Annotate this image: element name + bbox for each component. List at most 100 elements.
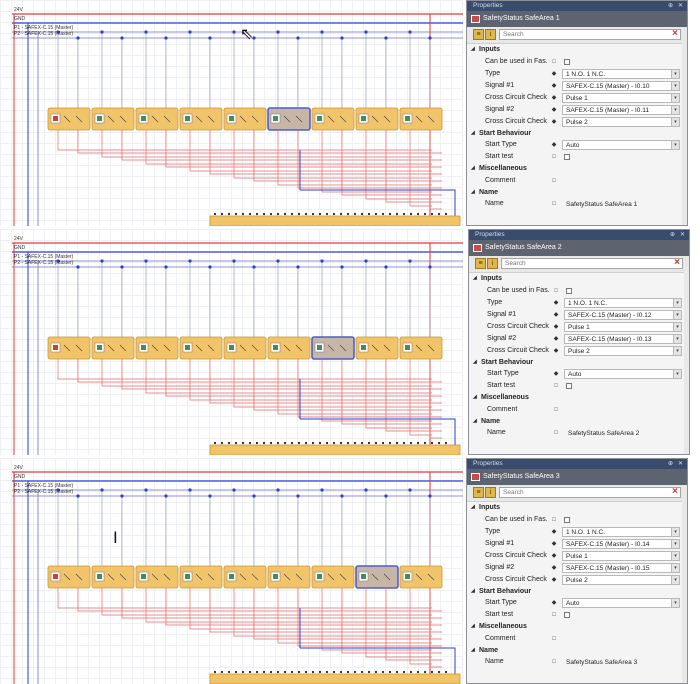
property-dropdown[interactable]: Pulse 2 ▾: [564, 345, 682, 356]
dropdown-arrow-icon[interactable]: ▾: [673, 370, 681, 378]
categorized-icon[interactable]: ≡: [473, 487, 484, 498]
collapse-triangle-icon[interactable]: ◢: [473, 358, 477, 365]
property-checkbox[interactable]: [564, 516, 570, 523]
close-icon[interactable]: ✕: [677, 3, 683, 9]
safety-function-block[interactable]: [91, 336, 135, 360]
property-category[interactable]: ◢ Name: [467, 644, 687, 656]
safety-function-block[interactable]: [179, 565, 223, 589]
collapse-triangle-icon[interactable]: ◢: [471, 587, 475, 594]
pushpin-icon[interactable]: ⊕: [669, 232, 675, 238]
safety-function-block[interactable]: [223, 565, 267, 589]
collapse-triangle-icon[interactable]: ◢: [471, 188, 475, 195]
categorized-icon[interactable]: ≡: [475, 258, 486, 269]
property-category[interactable]: ◢ Start Behaviour: [467, 127, 687, 139]
dropdown-arrow-icon[interactable]: ▾: [671, 81, 679, 90]
safety-function-block[interactable]: [135, 336, 179, 360]
safety-function-block[interactable]: [355, 107, 399, 131]
dropdown-arrow-icon[interactable]: ▾: [671, 563, 679, 572]
safety-function-block[interactable]: [267, 565, 311, 589]
search-input[interactable]: [500, 30, 663, 39]
dropdown-arrow-icon[interactable]: ▾: [671, 93, 679, 102]
collapse-triangle-icon[interactable]: ◢: [473, 417, 477, 424]
properties-scrollbar[interactable]: [684, 272, 689, 454]
dropdown-arrow-icon[interactable]: ▾: [673, 322, 681, 331]
safety-function-block[interactable]: [355, 336, 399, 360]
property-dropdown[interactable]: 1 N.O. 1 N.C. ▾: [562, 526, 680, 537]
properties-scrollbar[interactable]: [682, 501, 687, 683]
dropdown-arrow-icon[interactable]: ▾: [673, 310, 681, 319]
circuit-canvas[interactable]: 24V GND P1 - SAFEX-C.15 (Master) P2 - SAFEX…: [0, 0, 463, 226]
collapse-triangle-icon[interactable]: ◢: [473, 275, 477, 281]
property-dropdown[interactable]: Auto ▾: [564, 369, 682, 379]
search-input[interactable]: [500, 488, 663, 497]
terminal-bus[interactable]: [209, 673, 461, 684]
property-dropdown[interactable]: Pulse 1 ▾: [562, 92, 680, 103]
clear-search-icon[interactable]: ×: [672, 486, 678, 497]
safety-function-block[interactable]: [399, 107, 443, 131]
safety-function-block[interactable]: [47, 107, 91, 131]
dropdown-arrow-icon[interactable]: ▾: [671, 575, 679, 584]
search-input[interactable]: [502, 259, 665, 268]
property-category[interactable]: ◢ Name: [467, 186, 687, 198]
clear-search-icon[interactable]: ×: [674, 257, 680, 268]
safety-function-block[interactable]: [223, 336, 267, 360]
property-checkbox[interactable]: [566, 383, 572, 389]
dropdown-arrow-icon[interactable]: ▾: [673, 298, 681, 307]
dropdown-arrow-icon[interactable]: ▾: [671, 141, 679, 149]
dropdown-arrow-icon[interactable]: ▾: [671, 551, 679, 560]
alphabetical-icon[interactable]: i: [485, 29, 496, 40]
property-text-field[interactable]: SafetyStatus SafeArea 3: [562, 657, 680, 667]
property-text-field[interactable]: [562, 634, 680, 644]
safety-function-block[interactable]: [47, 565, 91, 589]
property-dropdown[interactable]: SAFEX-C.15 (Master) - I0.11 ▾: [562, 104, 680, 115]
collapse-triangle-icon[interactable]: ◢: [471, 504, 475, 510]
property-checkbox[interactable]: [564, 612, 570, 618]
property-text-field[interactable]: [562, 176, 680, 186]
property-dropdown[interactable]: SAFEX-C.15 (Master) - I0.14 ▾: [562, 538, 680, 549]
dropdown-arrow-icon[interactable]: ▾: [671, 527, 679, 536]
dropdown-arrow-icon[interactable]: ▾: [673, 334, 681, 343]
collapse-triangle-icon[interactable]: ◢: [473, 394, 477, 400]
property-category[interactable]: ◢ Miscellaneous: [467, 163, 687, 175]
property-text-field[interactable]: [564, 405, 682, 415]
dropdown-arrow-icon[interactable]: ▾: [673, 346, 681, 355]
property-dropdown[interactable]: Pulse 2 ▾: [562, 116, 680, 127]
dropdown-arrow-icon[interactable]: ▾: [671, 69, 679, 78]
property-checkbox[interactable]: [564, 58, 570, 65]
property-dropdown[interactable]: SAFEX-C.15 (Master) - I0.12 ▾: [564, 309, 682, 320]
property-category[interactable]: ◢ Inputs: [467, 44, 687, 56]
collapse-triangle-icon[interactable]: ◢: [471, 165, 475, 171]
property-category[interactable]: ◢ Start Behaviour: [469, 356, 689, 368]
pushpin-icon[interactable]: ⊕: [667, 3, 673, 9]
property-category[interactable]: ◢ Miscellaneous: [467, 621, 687, 633]
safety-function-block[interactable]: [311, 565, 355, 589]
collapse-triangle-icon[interactable]: ◢: [471, 623, 475, 629]
dropdown-arrow-icon[interactable]: ▾: [671, 117, 679, 126]
property-dropdown[interactable]: SAFEX-C.15 (Master) - I0.15 ▾: [562, 562, 680, 573]
property-text-field[interactable]: SafetyStatus SafeArea 1: [562, 199, 680, 209]
property-dropdown[interactable]: Auto ▾: [562, 598, 680, 608]
collapse-triangle-icon[interactable]: ◢: [471, 46, 475, 52]
property-dropdown[interactable]: 1 N.O. 1 N.C. ▾: [562, 68, 680, 79]
safety-function-block[interactable]: [91, 107, 135, 131]
safety-function-block[interactable]: [135, 565, 179, 589]
safety-function-block[interactable]: [179, 107, 223, 131]
collapse-triangle-icon[interactable]: ◢: [471, 646, 475, 653]
property-category[interactable]: ◢ Inputs: [467, 502, 687, 514]
property-dropdown[interactable]: Auto ▾: [562, 140, 680, 150]
circuit-canvas[interactable]: 24V GND P1 - SAFEX-C.15 (Master) P2 - SAFEX…: [0, 229, 463, 455]
property-dropdown[interactable]: Pulse 2 ▾: [562, 574, 680, 585]
categorized-icon[interactable]: ≡: [473, 29, 484, 40]
safety-function-block[interactable]: [355, 565, 399, 589]
dropdown-arrow-icon[interactable]: ▾: [671, 539, 679, 548]
safety-function-block[interactable]: [179, 336, 223, 360]
safety-function-block[interactable]: [267, 336, 311, 360]
safety-function-block[interactable]: [311, 107, 355, 131]
property-category[interactable]: ◢ Miscellaneous: [469, 392, 689, 404]
safety-function-block[interactable]: [223, 107, 267, 131]
safety-function-block[interactable]: [399, 565, 443, 589]
alphabetical-icon[interactable]: i: [485, 487, 496, 498]
safety-function-block[interactable]: [91, 565, 135, 589]
safety-function-block[interactable]: [311, 336, 355, 360]
property-text-field[interactable]: SafetyStatus SafeArea 2: [564, 428, 682, 438]
